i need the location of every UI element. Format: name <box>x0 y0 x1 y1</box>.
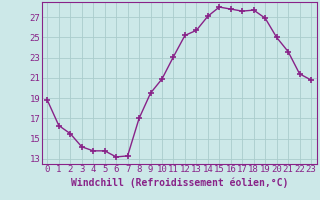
X-axis label: Windchill (Refroidissement éolien,°C): Windchill (Refroidissement éolien,°C) <box>70 177 288 188</box>
